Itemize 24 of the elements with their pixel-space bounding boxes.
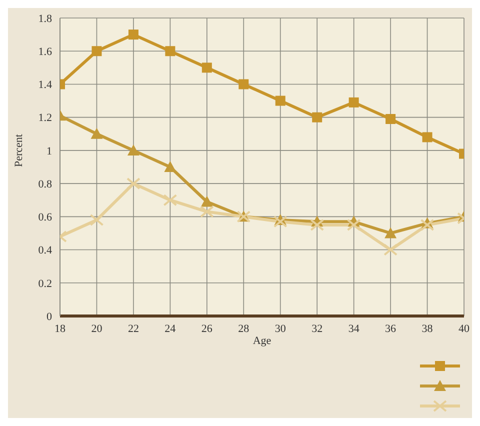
y-tick-label: 0.6: [38, 212, 52, 224]
x-tick-label: 26: [201, 322, 213, 335]
x-tick-label: 20: [91, 322, 103, 335]
x-tick-label: 24: [164, 322, 176, 335]
y-tick-label: 0: [46, 310, 52, 323]
y-tick-label: 1.2: [38, 112, 52, 124]
y-tick-label: 1.4: [38, 79, 52, 92]
y-tick-label: 0.4: [38, 244, 52, 257]
y-tick-label: 1.6: [38, 46, 52, 58]
y-tick-label: 0.2: [38, 278, 52, 290]
x-tick-label: 30: [274, 322, 286, 335]
y-axis-title: Percent: [12, 134, 25, 167]
x-tick-label: 38: [422, 322, 434, 335]
y-tick-label: 1.8: [38, 12, 52, 25]
x-tick-label: 22: [128, 322, 139, 335]
y-tick-label: 1: [46, 145, 52, 158]
x-tick-label: 36: [385, 322, 397, 335]
x-tick-label: 32: [312, 322, 323, 335]
x-tick-label: 40: [458, 322, 470, 335]
y-tick-label: 0.8: [38, 178, 52, 190]
x-tick-label: 18: [54, 322, 66, 335]
x-tick-label: 28: [238, 322, 250, 335]
x-axis-title: Age: [252, 335, 272, 347]
x-tick-label: 34: [348, 322, 360, 335]
